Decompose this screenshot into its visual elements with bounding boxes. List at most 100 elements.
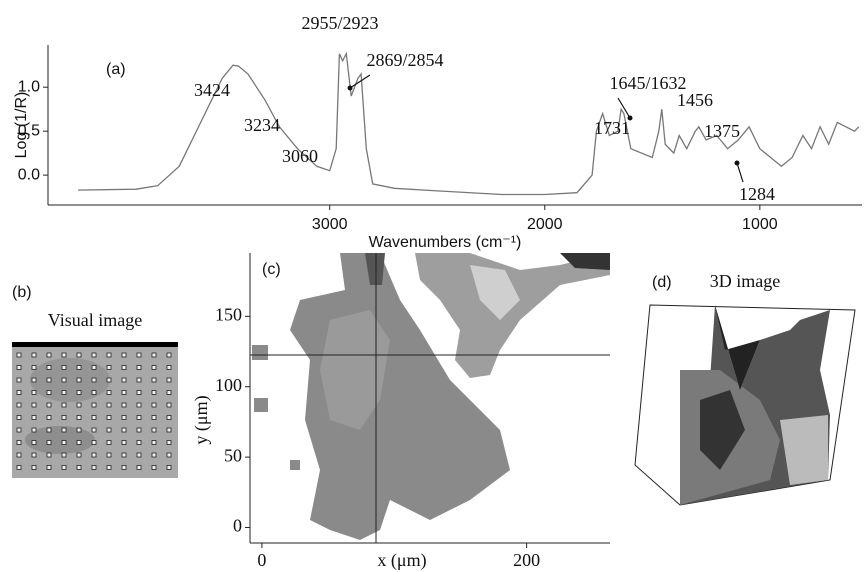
grid-point — [91, 352, 97, 358]
grid-point — [166, 377, 172, 383]
grid-point — [31, 377, 37, 383]
grid-point — [31, 427, 37, 433]
grid-point — [61, 415, 67, 420]
arrow — [617, 97, 631, 119]
grid-point — [46, 452, 52, 458]
grid-point — [16, 415, 22, 420]
grid-point — [31, 402, 37, 408]
annotation: 3424 — [194, 80, 230, 100]
annotation: 3234 — [244, 115, 280, 135]
grid-point — [91, 390, 97, 395]
x-axis-label: x (μm) — [377, 550, 426, 571]
grid-point — [151, 440, 157, 445]
grid-point — [136, 440, 142, 445]
grid-point — [46, 352, 52, 358]
annotation: 2869/2854 — [366, 50, 443, 70]
panel-label: (c) — [262, 261, 281, 278]
grid-point — [46, 415, 52, 420]
y-axis-label: y (μm) — [191, 395, 212, 444]
grid-point — [61, 377, 67, 383]
grid-point — [136, 390, 142, 395]
panel-label: (b) — [12, 284, 32, 301]
grid-point — [136, 415, 142, 420]
grid-point — [151, 365, 157, 370]
grid-point — [91, 365, 97, 370]
surface-3d — [634, 304, 856, 506]
grid-point — [166, 352, 172, 358]
grid-point — [136, 365, 142, 370]
grid-point — [31, 440, 37, 445]
annotation: 1284 — [739, 184, 775, 204]
grid-point — [151, 452, 157, 458]
grid-point — [16, 377, 22, 383]
grid-point — [121, 452, 127, 458]
grid-point — [121, 427, 127, 433]
grid-point — [136, 427, 142, 433]
grid-point — [166, 365, 172, 370]
grid-point — [76, 427, 82, 433]
grid-point — [136, 377, 142, 383]
arrow-head — [347, 85, 353, 91]
x-tick-label: 0 — [257, 550, 266, 570]
grid-point — [16, 440, 22, 445]
grid-point — [106, 402, 112, 408]
grid-point — [16, 365, 22, 370]
grid-point — [151, 352, 157, 358]
grid-point — [31, 415, 37, 420]
panel-label: (d) — [652, 274, 672, 291]
grid-point — [76, 465, 82, 470]
grid-point — [166, 427, 172, 433]
spectrum-line — [78, 51, 860, 196]
grid-point — [121, 365, 127, 370]
grid-point — [76, 390, 82, 395]
grid-point — [106, 377, 112, 383]
grid-point — [61, 440, 67, 445]
grid-point — [136, 452, 142, 458]
grid-point — [76, 365, 82, 370]
grid-point — [61, 390, 67, 395]
x-tick-label: 3000 — [312, 216, 348, 233]
grid-point — [46, 465, 52, 470]
grid-point — [31, 365, 37, 370]
grid-point — [166, 415, 172, 420]
arrow — [736, 162, 744, 183]
grid-point — [31, 465, 37, 470]
grid-point — [16, 402, 22, 408]
grid-point — [91, 402, 97, 408]
panel-label: (a) — [106, 61, 126, 78]
grid-point — [166, 402, 172, 408]
grid-point — [106, 440, 112, 445]
sample-grid — [16, 352, 172, 470]
grid-point — [46, 440, 52, 445]
x-tick-label: 2000 — [527, 216, 563, 233]
grid-point — [151, 377, 157, 383]
grid-point — [61, 402, 67, 408]
arrow-head — [734, 160, 740, 166]
annotation: 1456 — [677, 90, 713, 110]
grid-point — [16, 390, 22, 395]
grid-point — [61, 427, 67, 433]
grid-point — [76, 377, 82, 383]
grid-point — [106, 415, 112, 420]
grid-point — [91, 377, 97, 383]
grid-point — [76, 440, 82, 445]
grid-point — [121, 440, 127, 445]
grid-point — [46, 365, 52, 370]
panel-title: Visual image — [48, 310, 142, 330]
grid-point — [136, 402, 142, 408]
grid-point — [46, 390, 52, 395]
grid-point — [121, 465, 127, 470]
y-tick-label: 0 — [233, 516, 242, 536]
grid-point — [91, 452, 97, 458]
y-tick-label: 150 — [215, 304, 242, 324]
y-tick-label: 100 — [215, 375, 242, 395]
grid-point — [106, 390, 112, 395]
grid-point — [121, 352, 127, 358]
grid-point — [16, 452, 22, 458]
grid-point — [121, 402, 127, 408]
grid-point — [166, 390, 172, 395]
grid-point — [121, 390, 127, 395]
visual-image — [25, 426, 95, 454]
grid-point — [106, 465, 112, 470]
